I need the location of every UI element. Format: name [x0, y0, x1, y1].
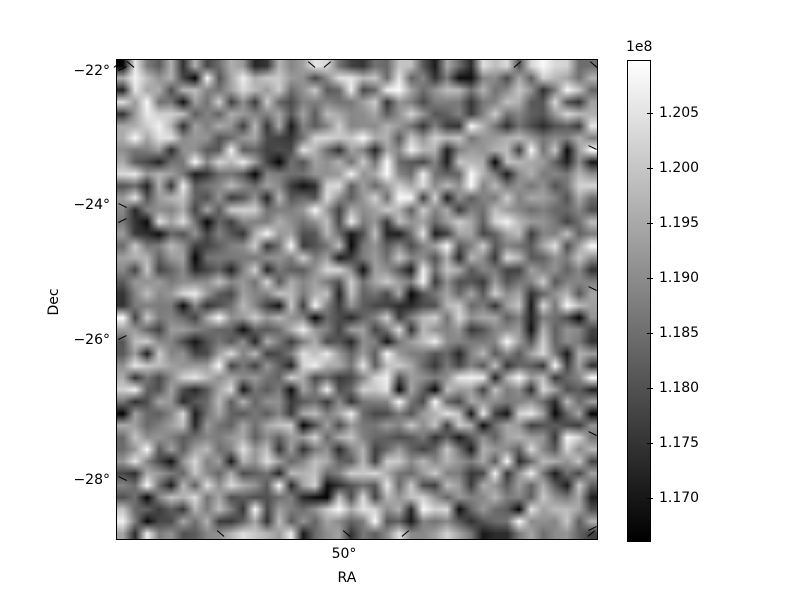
colorbar-tick-label: 1.195 — [659, 214, 700, 231]
colorbar — [627, 60, 651, 542]
colorbar-tick-label: 1.170 — [659, 490, 700, 507]
colorbar-tick-mark — [647, 387, 653, 389]
colorbar-tick-mark — [647, 113, 653, 115]
colorbar-tick-label: 1.175 — [659, 435, 700, 452]
colorbar-tick-mark — [647, 167, 653, 170]
y-tick-label: −26° — [73, 332, 110, 349]
colorbar-tick-label: 1.185 — [659, 324, 700, 341]
colorbar-tick-mark — [647, 443, 653, 445]
y-tick-label: −24° — [73, 197, 110, 214]
y-tick-label: −22° — [73, 63, 110, 80]
colorbar-tick-mark — [647, 277, 653, 280]
y-axis-label: Dec — [46, 288, 62, 316]
colorbar-tick-label: 1.180 — [659, 379, 700, 396]
colorbar-tick-mark — [647, 498, 653, 500]
y-tick-label: −28° — [73, 472, 110, 489]
colorbar-tick-label: 1.190 — [659, 269, 700, 286]
colorbar-tick-mark — [647, 332, 653, 334]
x-tick-label: 50° — [331, 546, 357, 562]
heatmap-image — [117, 60, 597, 539]
x-axis-label: RA — [337, 570, 357, 586]
colorbar-tick-mark — [647, 222, 653, 225]
colorbar-scale-label: 1e8 — [626, 39, 653, 55]
colorbar-tick-label: 1.200 — [659, 159, 700, 176]
colorbar-tick-label: 1.205 — [659, 105, 700, 122]
